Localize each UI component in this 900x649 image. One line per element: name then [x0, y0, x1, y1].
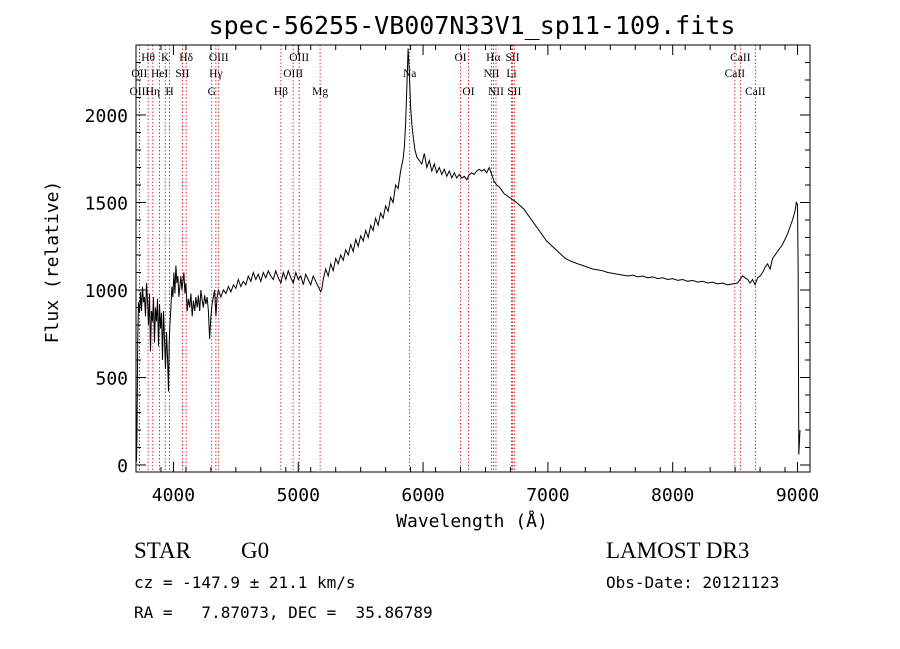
spectral-line-label: NII: [483, 68, 499, 80]
spectral-line-label: NII: [488, 86, 504, 98]
spectral-line-label: OIII: [129, 86, 149, 98]
spectral-line-label: Hγ: [209, 68, 222, 80]
spectral-line-label: HeI: [151, 68, 168, 80]
x-tick-label: 8000: [651, 485, 694, 506]
spectral-line-label: CaII: [725, 68, 746, 80]
flux-series-line: [135, 48, 801, 462]
spectral-line-label: CaII: [730, 52, 751, 64]
spectral-line-label: Hδ: [179, 52, 193, 64]
survey-label: LAMOST DR3: [606, 538, 750, 563]
spectral-line-label: OIII: [283, 68, 303, 80]
spectral-line-label: K: [161, 52, 170, 64]
class-label: STAR: [134, 538, 191, 563]
spectral-line-label: Hβ: [274, 86, 288, 98]
x-axis-label: Wavelength (Å): [396, 510, 548, 532]
x-tick-label: 9000: [776, 485, 819, 506]
redshift-readout: cz = -147.9 ± 21.1 km/s: [134, 573, 356, 592]
x-tick-label: 4000: [152, 485, 195, 506]
axis-ticks: 4000 5000 6000 7000 8000 9000 0 500 1000 1500 2000: [85, 44, 819, 506]
spectral-line-label: G: [208, 86, 216, 98]
y-tick-label: 0: [117, 456, 128, 477]
spectral-line-label: OIII: [289, 52, 309, 64]
y-tick-label: 1500: [85, 194, 128, 215]
spectral-line-label: OIII: [209, 52, 229, 64]
spectral-line-label: H: [165, 86, 173, 98]
spectral-line-label: SII: [507, 86, 521, 98]
y-tick-label: 500: [95, 369, 128, 390]
spectral-line-label: CaII: [745, 86, 766, 98]
subclass-label: G0: [241, 538, 270, 563]
spectral-line-label: OI: [462, 86, 474, 98]
x-tick-label: 7000: [526, 485, 569, 506]
spectral-line-label: Hη: [146, 86, 160, 98]
y-tick-label: 1000: [85, 281, 128, 302]
coordinates-readout: RA = 7.87073, DEC = 35.86789: [134, 603, 433, 622]
observation-date: Obs-Date: 20121123: [606, 573, 780, 592]
spectral-line-label: OI: [454, 52, 466, 64]
y-axis-label: Flux (relative): [42, 181, 63, 344]
chart-title: spec-56255-VB007N33V1_sp11-109.fits: [209, 11, 736, 40]
spectral-line-label: SII: [175, 68, 189, 80]
spectral-line-label: Hθ: [141, 52, 155, 64]
spectral-line-label: Li: [506, 68, 516, 80]
spectral-line-label: Hα: [486, 52, 500, 64]
spectral-line-label: Mg: [312, 86, 328, 98]
x-tick-label: 6000: [401, 485, 444, 506]
plot-frame: [135, 44, 811, 473]
x-tick-label: 5000: [277, 485, 320, 506]
y-tick-label: 2000: [85, 106, 128, 127]
spectral-line-label: SII: [506, 52, 520, 64]
